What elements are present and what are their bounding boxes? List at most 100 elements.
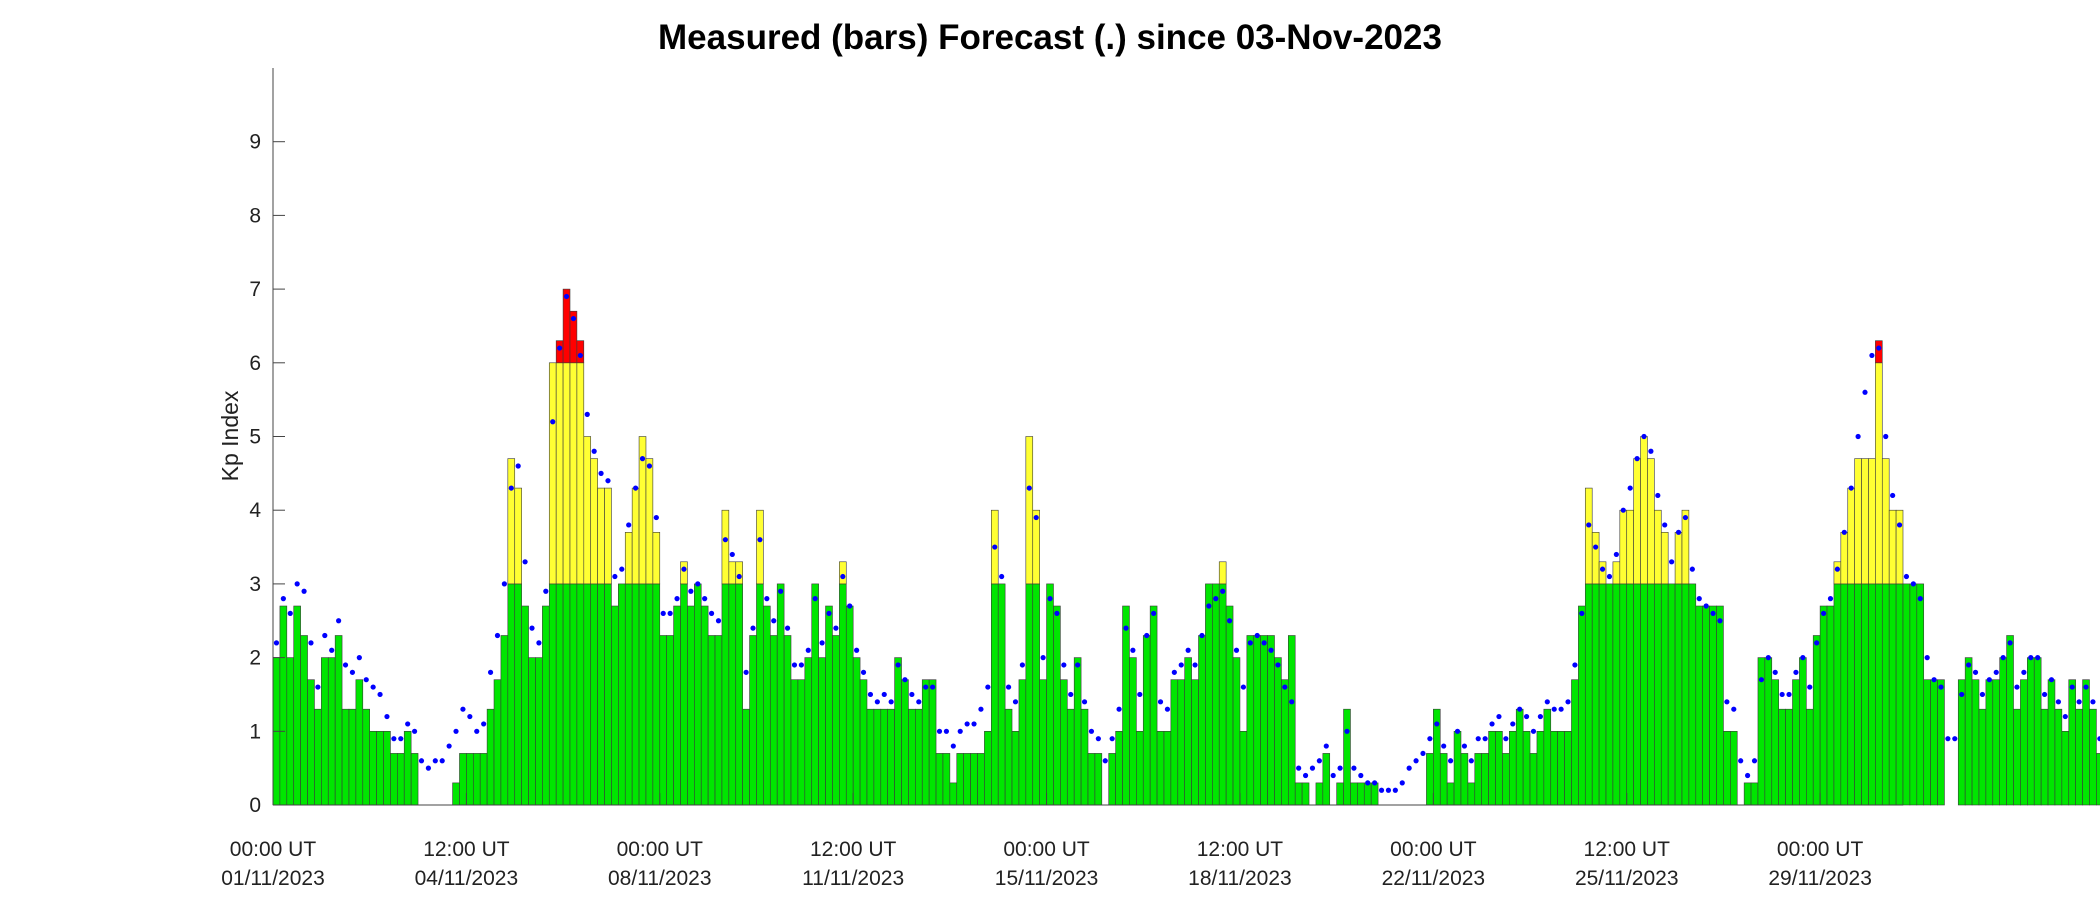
forecast-point — [1344, 728, 1350, 734]
forecast-point — [294, 581, 300, 587]
forecast-point — [1530, 728, 1537, 734]
forecast-point — [1620, 507, 1626, 513]
x-tick-label-time: 12:00 UT — [1584, 838, 1671, 861]
measured-bar — [528, 657, 536, 806]
measured-bar-segment — [804, 657, 813, 806]
forecast-point — [1510, 721, 1516, 727]
measured-bar-segment — [1205, 583, 1213, 806]
forecast-point — [2048, 677, 2055, 683]
measured-bar-segment — [1626, 509, 1634, 585]
measured-bar — [1868, 458, 1876, 806]
forecast-point — [570, 315, 577, 322]
measured-bar — [1716, 605, 1724, 806]
measured-bar — [1826, 605, 1835, 806]
measured-bar — [984, 730, 992, 806]
forecast-point — [1896, 522, 1903, 528]
forecast-point — [1240, 684, 1247, 690]
forecast-point — [1005, 684, 1012, 690]
measured-bar-segment — [652, 583, 661, 806]
measured-bar-segment — [970, 753, 978, 806]
forecast-point — [1634, 456, 1640, 462]
measured-bar — [1743, 782, 1752, 806]
measured-bar — [2020, 679, 2028, 806]
forecast-point — [736, 573, 742, 580]
measured-bar — [1895, 509, 1904, 806]
measured-bar — [486, 708, 495, 806]
forecast-point — [342, 662, 349, 668]
measured-bar-segment — [376, 730, 384, 806]
measured-bar — [756, 509, 764, 806]
measured-bar-segment — [749, 635, 757, 806]
forecast-point — [1358, 772, 1364, 779]
x-tick-label-date: 15/11/2023 — [995, 867, 1099, 890]
forecast-point — [2097, 736, 2100, 742]
y-tick-label: 3 — [249, 573, 261, 596]
forecast-point — [874, 699, 880, 705]
measured-bar-segment — [1826, 605, 1835, 806]
forecast-point — [1758, 677, 1765, 683]
measured-bar — [1094, 753, 1103, 806]
measured-bar-segment — [1467, 782, 1476, 806]
measured-bar — [1011, 730, 1020, 806]
forecast-point — [1717, 618, 1723, 624]
forecast-point — [522, 559, 528, 565]
measured-bar — [839, 561, 847, 806]
forecast-point — [1586, 522, 1592, 528]
measured-bar — [369, 730, 377, 806]
y-axis-label: Kp Index — [217, 390, 243, 481]
measured-bar — [915, 708, 923, 806]
forecast-point — [481, 721, 487, 727]
forecast-point — [1413, 758, 1419, 764]
forecast-point — [1302, 772, 1309, 779]
forecast-point — [674, 596, 680, 602]
measured-bar — [749, 635, 757, 806]
forecast-point — [1233, 647, 1240, 653]
measured-bar-segment — [486, 708, 495, 806]
measured-bar-segment — [1191, 679, 1199, 806]
measured-bar-segment — [1640, 436, 1648, 585]
measured-bar-segment — [1764, 657, 1773, 806]
measured-bar — [1654, 509, 1662, 806]
measured-bar-segment — [1819, 605, 1828, 806]
measured-bar-segment — [1861, 583, 1869, 806]
forecast-point — [1468, 758, 1474, 764]
measured-bar — [797, 679, 806, 806]
forecast-point — [1047, 596, 1053, 602]
measured-bar — [1799, 657, 1807, 806]
measured-bar-segment — [334, 635, 343, 806]
forecast-point — [1068, 691, 1074, 698]
forecast-point — [778, 588, 784, 594]
measured-bar-segment — [866, 708, 875, 806]
measured-bar-segment — [2061, 730, 2070, 806]
forecast-point — [315, 684, 321, 690]
measured-bar-segment — [597, 487, 605, 585]
measured-bar — [1218, 561, 1227, 806]
measured-bar-segment — [1073, 657, 1082, 806]
forecast-point — [308, 640, 314, 646]
measured-bar-segment — [735, 561, 743, 585]
measured-bar-segment — [1495, 730, 1503, 806]
measured-bar-segment — [307, 679, 315, 806]
measured-bar — [1287, 635, 1296, 806]
forecast-point — [943, 728, 950, 734]
measured-bar — [1274, 657, 1282, 806]
measured-bar-segment — [1004, 708, 1013, 806]
measured-bar-segment — [1626, 583, 1634, 806]
measured-bar-segment — [1633, 583, 1641, 806]
measured-bar — [1322, 753, 1331, 806]
measured-bar-segment — [680, 583, 688, 806]
measured-bar — [1695, 605, 1704, 806]
measured-bar-segment — [1474, 753, 1482, 806]
forecast-point — [1441, 743, 1447, 749]
measured-bar-segment — [2040, 708, 2049, 806]
forecast-point — [1924, 655, 1930, 661]
measured-bar — [334, 635, 343, 806]
measured-bar — [859, 679, 868, 806]
measured-bar — [1681, 509, 1690, 806]
measured-bar — [880, 708, 889, 806]
measured-bar — [1004, 708, 1013, 806]
forecast-point — [1296, 765, 1302, 771]
measured-bar-segment — [1868, 458, 1876, 585]
forecast-point — [1862, 389, 1868, 395]
measured-bar — [562, 288, 571, 806]
